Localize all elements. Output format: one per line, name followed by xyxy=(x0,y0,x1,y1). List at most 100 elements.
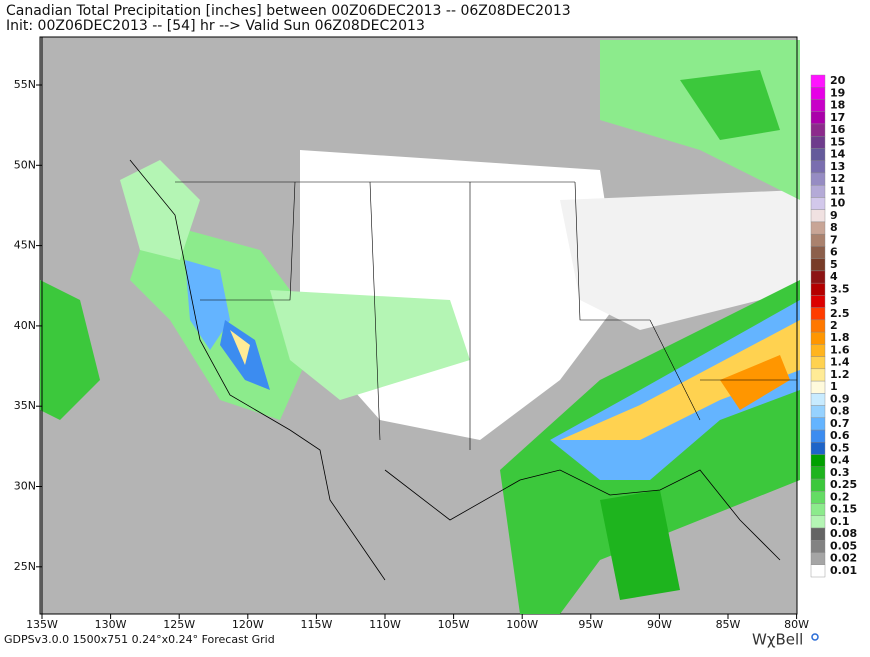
legend-label: 0.02 xyxy=(830,552,857,565)
legend-label: 12 xyxy=(830,172,845,185)
legend-label: 1.4 xyxy=(830,356,850,369)
legend-label: 3 xyxy=(830,295,838,308)
legend-label: 14 xyxy=(830,148,846,161)
legend-swatch xyxy=(810,246,826,259)
legend-swatch xyxy=(810,405,826,419)
legend-label: 1.6 xyxy=(830,343,850,356)
legend-swatch xyxy=(810,74,826,88)
legend-label: 11 xyxy=(830,184,845,197)
legend-swatch xyxy=(810,527,826,541)
legend-swatch xyxy=(810,429,826,443)
lat-label: 55N xyxy=(14,78,36,91)
legend-label: 0.6 xyxy=(830,429,850,442)
lon-label: 120W xyxy=(232,618,264,631)
legend-swatch xyxy=(810,368,826,382)
legend-swatch xyxy=(810,123,826,137)
legend-swatch xyxy=(810,87,826,100)
legend-swatch xyxy=(810,540,826,553)
legend-label: 16 xyxy=(830,123,846,136)
legend-label: 18 xyxy=(830,99,845,112)
lon-label: 110W xyxy=(369,618,401,631)
legend-swatch xyxy=(810,209,826,223)
legend-label: 1 xyxy=(830,380,838,393)
legend-label: 0.05 xyxy=(830,539,857,552)
legend-label: 17 xyxy=(830,111,845,124)
legend-swatch xyxy=(810,136,826,149)
legend-swatch xyxy=(810,111,826,125)
legend-swatch xyxy=(810,319,826,333)
legend-label: 8 xyxy=(830,221,838,234)
legend-label: 7 xyxy=(830,233,838,246)
legend-label: 3.5 xyxy=(830,282,850,295)
legend-label: 0.7 xyxy=(830,417,850,430)
legend-label: 9 xyxy=(830,209,838,222)
legend-swatch xyxy=(810,160,826,174)
legend-swatch xyxy=(810,99,826,112)
legend-swatch xyxy=(810,454,826,468)
legend-swatch xyxy=(810,331,826,345)
lat-label: 25N xyxy=(14,560,36,573)
legend-swatch xyxy=(810,172,826,186)
lat-label: 40N xyxy=(14,319,36,332)
legend-swatch xyxy=(810,564,826,578)
lon-label: 115W xyxy=(300,618,332,631)
legend-swatch xyxy=(810,503,826,516)
lon-label: 80W xyxy=(784,618,809,631)
legend-swatch xyxy=(810,282,826,296)
legend-swatch xyxy=(810,552,826,565)
legend-label: 2 xyxy=(830,319,838,332)
legend-label: 1.8 xyxy=(830,331,850,344)
legend-swatch xyxy=(810,491,826,504)
legend-swatch xyxy=(810,258,826,272)
legend-label: 10 xyxy=(830,197,846,210)
brand-icon xyxy=(811,633,819,641)
lon-label: 105W xyxy=(438,618,470,631)
lon-label: 100W xyxy=(506,618,538,631)
legend-label: 0.3 xyxy=(830,466,850,479)
legend-swatch xyxy=(810,344,826,357)
title: Canadian Total Precipitation [inches] be… xyxy=(6,3,571,19)
legend-swatch xyxy=(810,515,826,529)
legend-label: 0.25 xyxy=(830,478,857,491)
lat-label: 35N xyxy=(14,399,36,412)
footer: GDPSv3.0.0 1500x751 0.24°x0.24° Forecast… xyxy=(4,633,275,646)
map xyxy=(39,36,800,615)
legend-label: 2.5 xyxy=(830,307,850,320)
legend-label: 1.2 xyxy=(830,368,850,381)
legend-swatch xyxy=(810,393,826,406)
lon-label: 95W xyxy=(578,618,603,631)
brand: WχBell xyxy=(752,631,803,649)
lon-label: 85W xyxy=(716,618,741,631)
legend-swatch xyxy=(810,417,826,431)
legend-label: 0.15 xyxy=(830,503,857,516)
legend-label: 15 xyxy=(830,135,845,148)
legend-swatch xyxy=(810,295,826,308)
legend-label: 19 xyxy=(830,86,845,99)
legend-label: 0.08 xyxy=(830,527,857,540)
lat-label: 45N xyxy=(14,239,36,252)
subtitle: Init: 00Z06DEC2013 -- [54] hr --> Valid … xyxy=(6,18,425,34)
legend-label: 0.4 xyxy=(830,454,850,467)
legend-label: 0.01 xyxy=(830,564,857,577)
lat-label: 30N xyxy=(14,480,36,493)
legend-swatch xyxy=(810,233,826,247)
legend-label: 5 xyxy=(830,258,838,271)
legend-swatch xyxy=(810,466,826,480)
lon-label: 90W xyxy=(647,618,672,631)
legend: 20191817161514131211109876543.532.521.81… xyxy=(810,74,857,578)
lon-label: 130W xyxy=(95,618,127,631)
legend-swatch xyxy=(810,307,826,321)
legend-swatch xyxy=(810,442,826,455)
legend-swatch xyxy=(810,478,826,492)
legend-swatch xyxy=(810,148,826,161)
lat-label: 50N xyxy=(14,158,36,171)
legend-swatch xyxy=(810,270,826,284)
legend-label: 6 xyxy=(830,246,838,259)
legend-label: 0.8 xyxy=(830,405,850,418)
legend-label: 0.2 xyxy=(830,490,850,503)
legend-swatch xyxy=(810,184,826,198)
legend-label: 4 xyxy=(830,270,838,283)
legend-swatch xyxy=(810,197,826,210)
legend-label: 0.9 xyxy=(830,392,850,405)
